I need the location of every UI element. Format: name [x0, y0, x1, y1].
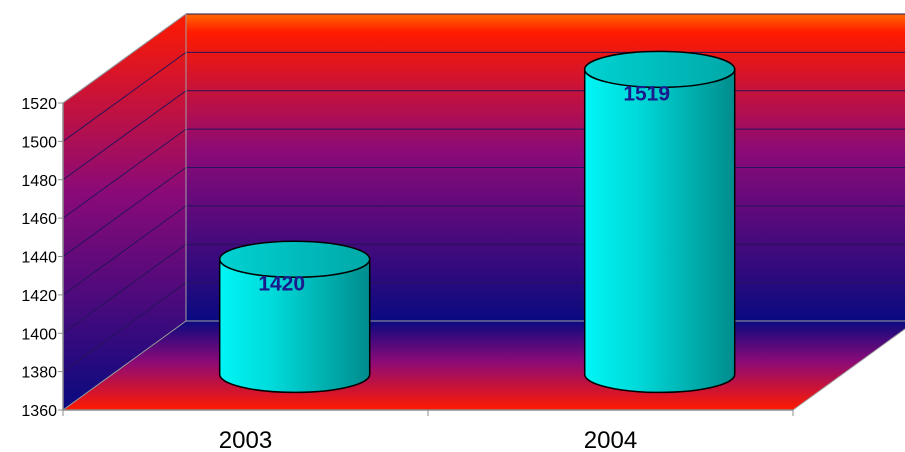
wall-edge [792, 328, 905, 411]
wall-edge [62, 13, 187, 104]
gridline-side [62, 205, 187, 296]
gridline-side [62, 90, 187, 181]
gridline-side [62, 243, 187, 334]
bar [218, 240, 371, 394]
gridline-side [62, 282, 187, 373]
y-tick-label: 1400 [21, 326, 57, 343]
y-tick-label: 1360 [21, 403, 57, 420]
data-label: 1420 [258, 272, 305, 295]
bar-body [218, 258, 371, 394]
y-tick-label: 1420 [21, 288, 57, 305]
wall-edge [62, 320, 187, 411]
gridline-side [62, 167, 187, 257]
gridline-side [62, 128, 187, 219]
bar-body [583, 68, 736, 394]
bars [218, 50, 736, 394]
y-tick-label: 1480 [21, 173, 57, 190]
floor [63, 321, 905, 410]
bar [583, 50, 736, 394]
y-tick-label: 1460 [21, 211, 57, 228]
gridline-side [62, 51, 187, 142]
y-tick-label: 1380 [21, 365, 57, 382]
bar-top [583, 50, 736, 89]
data-label: 1519 [623, 82, 670, 105]
bar-top [218, 240, 371, 279]
x-tick-label: 2003 [219, 427, 272, 452]
y-tick-label: 1440 [21, 250, 57, 267]
x-tick-label: 2004 [584, 427, 637, 452]
chart-walls [63, 14, 905, 410]
labels: 1360 1380 1400 1420 1440 1460 1480 1500 1520 1420… [21, 82, 670, 452]
y-tick-label: 1520 [21, 96, 57, 113]
y-tick-label: 1500 [21, 134, 57, 151]
